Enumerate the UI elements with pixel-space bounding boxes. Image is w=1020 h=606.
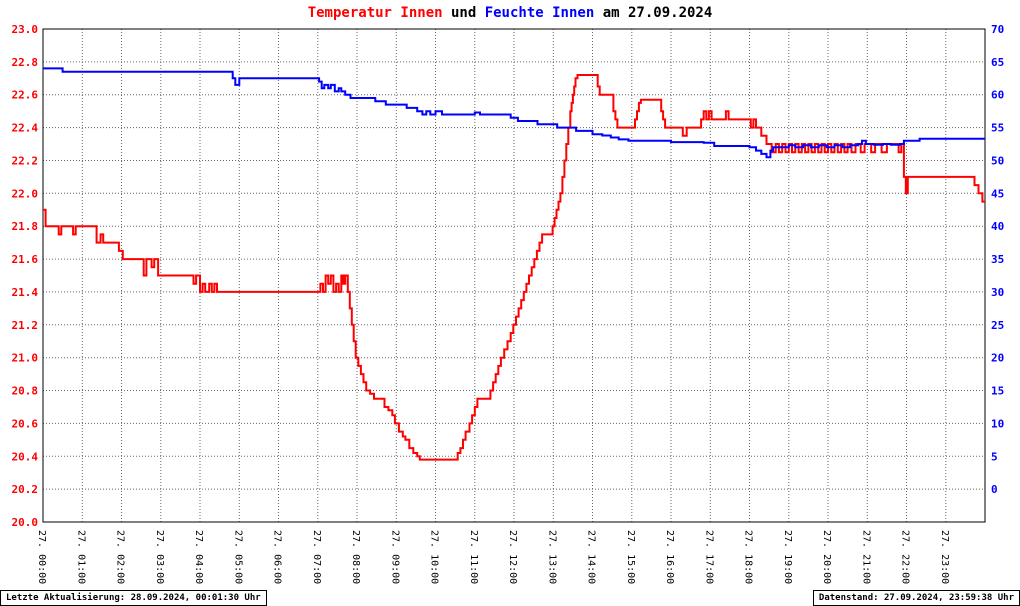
x-axis-tick-label: 27. 21:00 xyxy=(860,530,871,584)
y-axis-right-tick-label: 50 xyxy=(991,155,1004,168)
chart-title-date: am 27.09.2024 xyxy=(594,5,713,21)
y-axis-left-tick-label: 20.4 xyxy=(12,450,39,463)
x-axis-tick-label: 27. 08:00 xyxy=(350,530,361,584)
x-axis-tick-label: 27. 13:00 xyxy=(546,530,557,584)
y-axis-left-tick-label: 20.6 xyxy=(12,417,39,430)
x-axis-tick-label: 27. 18:00 xyxy=(743,530,754,584)
humidity-series-line xyxy=(43,67,985,159)
y-axis-right-tick-label: 25 xyxy=(991,319,1004,332)
x-axis-tick-label: 27. 06:00 xyxy=(272,530,283,584)
chart-title: Temperatur Innen und Feuchte Innen am 27… xyxy=(0,5,1020,21)
y-axis-right-tick-label: 60 xyxy=(991,89,1004,102)
y-axis-right-tick-label: 55 xyxy=(991,122,1004,135)
chart-title-connector: und xyxy=(442,5,485,21)
y-axis-left-tick-label: 22.8 xyxy=(12,56,39,69)
x-axis-tick-label: 27. 09:00 xyxy=(389,530,400,584)
y-axis-left-tick-label: 20.8 xyxy=(12,385,39,398)
y-axis-left-tick-label: 21.0 xyxy=(12,352,39,365)
y-axis-left-tick-label: 22.0 xyxy=(12,187,39,200)
y-axis-right-tick-label: 15 xyxy=(991,385,1004,398)
y-axis-left-tick-label: 21.6 xyxy=(12,253,39,266)
plot-frame xyxy=(42,28,986,523)
x-axis-tick-label: 27. 20:00 xyxy=(821,530,832,584)
x-axis-tick-label: 27. 15:00 xyxy=(625,530,636,584)
chart-title-humidity: Feuchte Innen xyxy=(484,5,595,21)
x-axis-tick-label: 27. 07:00 xyxy=(311,530,322,584)
x-axis-tick-label: 27. 17:00 xyxy=(703,530,714,584)
x-axis-tick-label: 27. 19:00 xyxy=(782,530,793,584)
x-axis-tick-label: 27. 05:00 xyxy=(232,530,243,584)
y-axis-left-tick-label: 21.2 xyxy=(12,319,39,332)
y-axis-right-tick-label: 30 xyxy=(991,286,1004,299)
x-axis-tick-label: 27. 14:00 xyxy=(586,530,597,584)
x-axis-tick-label: 27. 11:00 xyxy=(468,530,479,584)
x-axis-tick-label: 27. 10:00 xyxy=(429,530,440,584)
temperature-series-line xyxy=(43,74,985,461)
y-axis-left-tick-label: 20.2 xyxy=(12,483,39,496)
y-axis-left-tick-label: 21.4 xyxy=(12,286,39,299)
x-axis-tick-label: 27. 12:00 xyxy=(507,530,518,584)
chart-title-temperature: Temperatur Innen xyxy=(307,5,443,21)
y-axis-right-tick-label: 40 xyxy=(991,220,1004,233)
y-axis-right-tick-label: 10 xyxy=(991,417,1004,430)
x-axis-tick-label: 27. 16:00 xyxy=(664,530,675,584)
y-axis-right-tick-label: 70 xyxy=(991,23,1004,36)
y-axis-right-tick-label: 35 xyxy=(991,253,1004,266)
y-axis-left-tick-label: 22.6 xyxy=(12,89,39,102)
y-axis-left-tick-label: 22.4 xyxy=(12,122,39,135)
x-axis-tick-label: 27. 02:00 xyxy=(115,530,126,584)
y-axis-left-tick-label: 23.0 xyxy=(12,23,39,36)
y-axis-right-tick-label: 5 xyxy=(991,450,998,463)
x-axis-tick-label: 27. 23:00 xyxy=(939,530,950,584)
last-update-label: Letzte Aktualisierung: 28.09.2024, 00:01… xyxy=(0,590,267,606)
y-axis-right-tick-label: 45 xyxy=(991,187,1004,200)
y-axis-right-tick-label: 0 xyxy=(991,483,998,496)
x-axis-tick-label: 27. 01:00 xyxy=(75,530,86,584)
x-axis-tick-label: 27. 22:00 xyxy=(900,530,911,584)
x-axis-tick-label: 27. 04:00 xyxy=(193,530,204,584)
y-axis-left-tick-label: 22.2 xyxy=(12,155,39,168)
y-axis-left-tick-label: 21.8 xyxy=(12,220,39,233)
y-axis-left-tick-label: 20.0 xyxy=(12,516,39,529)
data-state-label: Datenstand: 27.09.2024, 23:59:38 Uhr xyxy=(812,590,1020,606)
x-axis-tick-label: 27. 03:00 xyxy=(154,530,165,584)
y-axis-right-tick-label: 20 xyxy=(991,352,1004,365)
x-axis-tick-label: 27. 00:00 xyxy=(36,530,47,584)
y-axis-right-tick-label: 65 xyxy=(991,56,1004,69)
